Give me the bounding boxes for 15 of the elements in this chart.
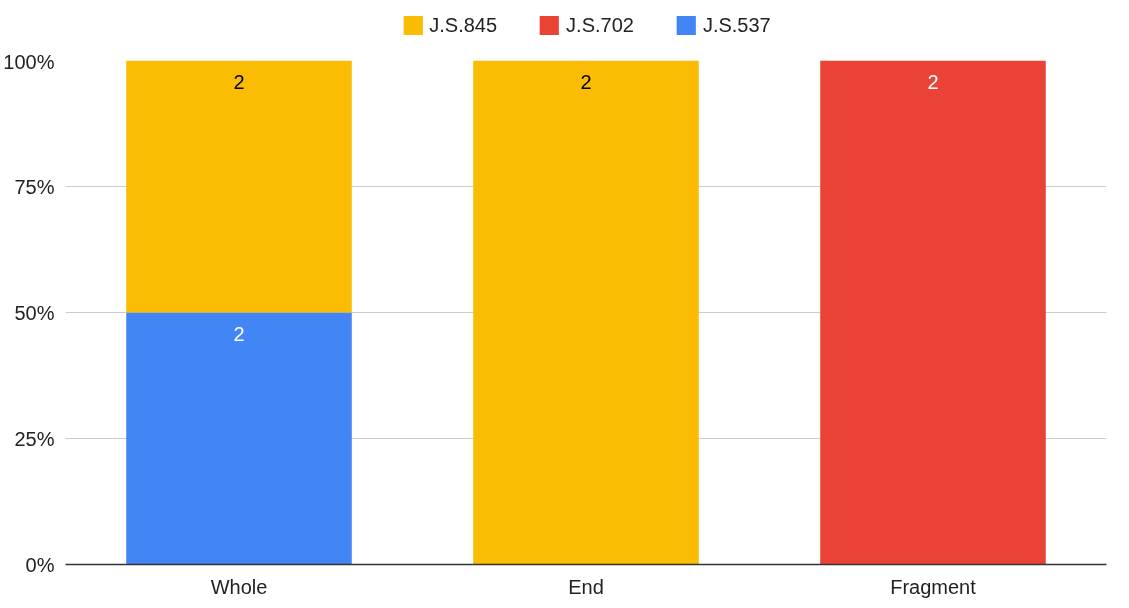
annotation: 2 [927, 70, 939, 93]
y-tick-label: 100% [3, 50, 55, 73]
y-tick-label: 75% [14, 175, 55, 198]
y-tick-label: 25% [14, 427, 55, 450]
x-tick-label: Fragment [890, 575, 977, 598]
legend-label: J.S.702 [566, 13, 634, 37]
annotation: 2 [233, 70, 245, 93]
x-tick-label: Whole [210, 575, 268, 598]
y-tick-label: 0% [25, 553, 55, 576]
legend-label: J.S.537 [702, 13, 771, 37]
y-tick-label: 50% [14, 301, 55, 324]
x-tick-label: End [568, 575, 604, 598]
annotation: 2 [233, 322, 245, 345]
legend-label: J.S.845 [429, 13, 498, 37]
annotation: 2 [580, 70, 592, 93]
